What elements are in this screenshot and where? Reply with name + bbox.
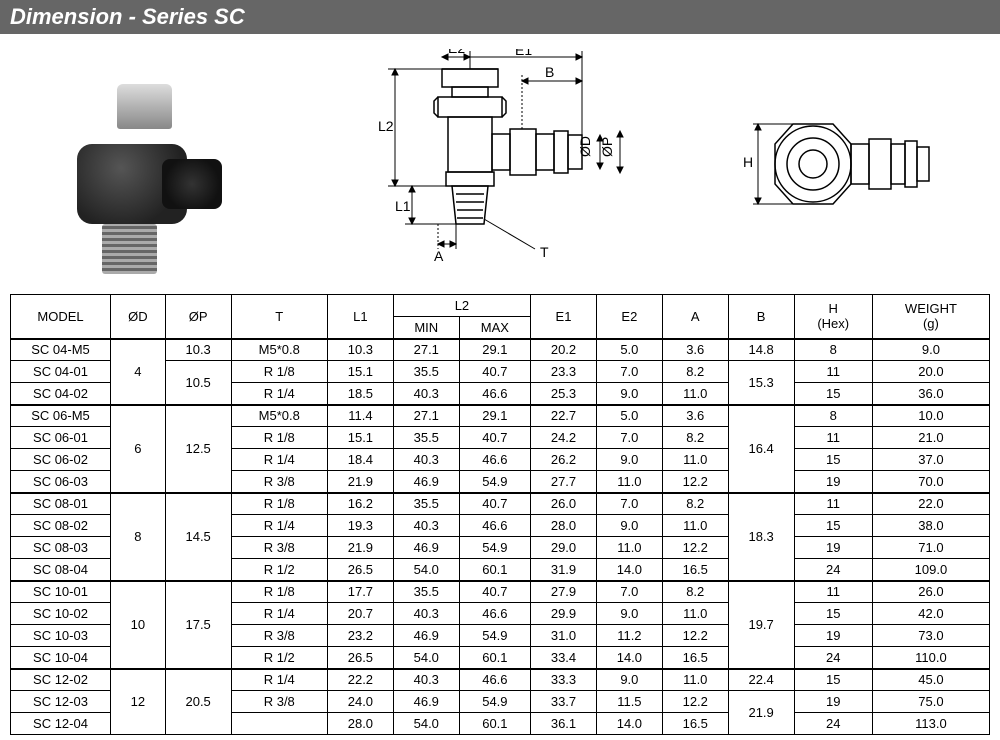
table-row: SC 12-021220.5R 1/422.240.346.633.39.011… (11, 669, 990, 691)
label-l1: L1 (395, 198, 411, 214)
label-phip: ØP (599, 137, 615, 157)
th-d: ØD (111, 295, 166, 339)
th-l1: L1 (327, 295, 393, 339)
product-photo (47, 74, 247, 254)
th-model: MODEL (11, 295, 111, 339)
th-l2: L2 (393, 295, 530, 317)
th-e2: E2 (596, 295, 662, 339)
dimension-table: MODEL ØD ØP T L1 L2 E1 E2 A B H(Hex) WEI… (10, 294, 990, 735)
table-row: SC 06-M5612.5M5*0.811.427.129.122.75.03.… (11, 405, 990, 427)
label-e2: E2 (448, 49, 465, 56)
diagram-area: E2 E1 B L2 L1 A T ØD ØP (0, 34, 1000, 294)
th-l2min: MIN (393, 317, 459, 339)
photo-push-connector (162, 159, 222, 209)
table-row: SC 08-01814.5R 1/816.235.540.726.07.08.2… (11, 493, 990, 515)
th-h: H(Hex) (794, 295, 872, 339)
photo-knob (117, 84, 172, 129)
table-row: SC 04-M5410.3M5*0.810.327.129.120.25.03.… (11, 339, 990, 361)
label-h: H (743, 154, 753, 170)
label-a: A (434, 248, 444, 264)
label-l2: L2 (378, 118, 394, 134)
th-b: B (728, 295, 794, 339)
th-a: A (662, 295, 728, 339)
dimension-table-container: MODEL ØD ØP T L1 L2 E1 E2 A B H(Hex) WEI… (0, 294, 1000, 735)
label-phid: ØD (577, 136, 593, 157)
th-e1: E1 (531, 295, 597, 339)
technical-drawing-side: H (733, 49, 953, 279)
page-header: Dimension - Series SC (0, 0, 1000, 34)
technical-drawing-front: E2 E1 B L2 L1 A T ØD ØP (300, 49, 680, 279)
th-t: T (231, 295, 327, 339)
label-b: B (545, 64, 554, 80)
label-t: T (540, 244, 549, 260)
photo-thread (102, 224, 157, 274)
table-row: SC 10-011017.5R 1/817.735.540.727.97.08.… (11, 581, 990, 603)
th-l2max: MAX (459, 317, 530, 339)
page-title: Dimension - Series SC (10, 4, 245, 29)
label-e1: E1 (515, 49, 532, 58)
th-p: ØP (165, 295, 231, 339)
th-weight: WEIGHT(g) (872, 295, 989, 339)
